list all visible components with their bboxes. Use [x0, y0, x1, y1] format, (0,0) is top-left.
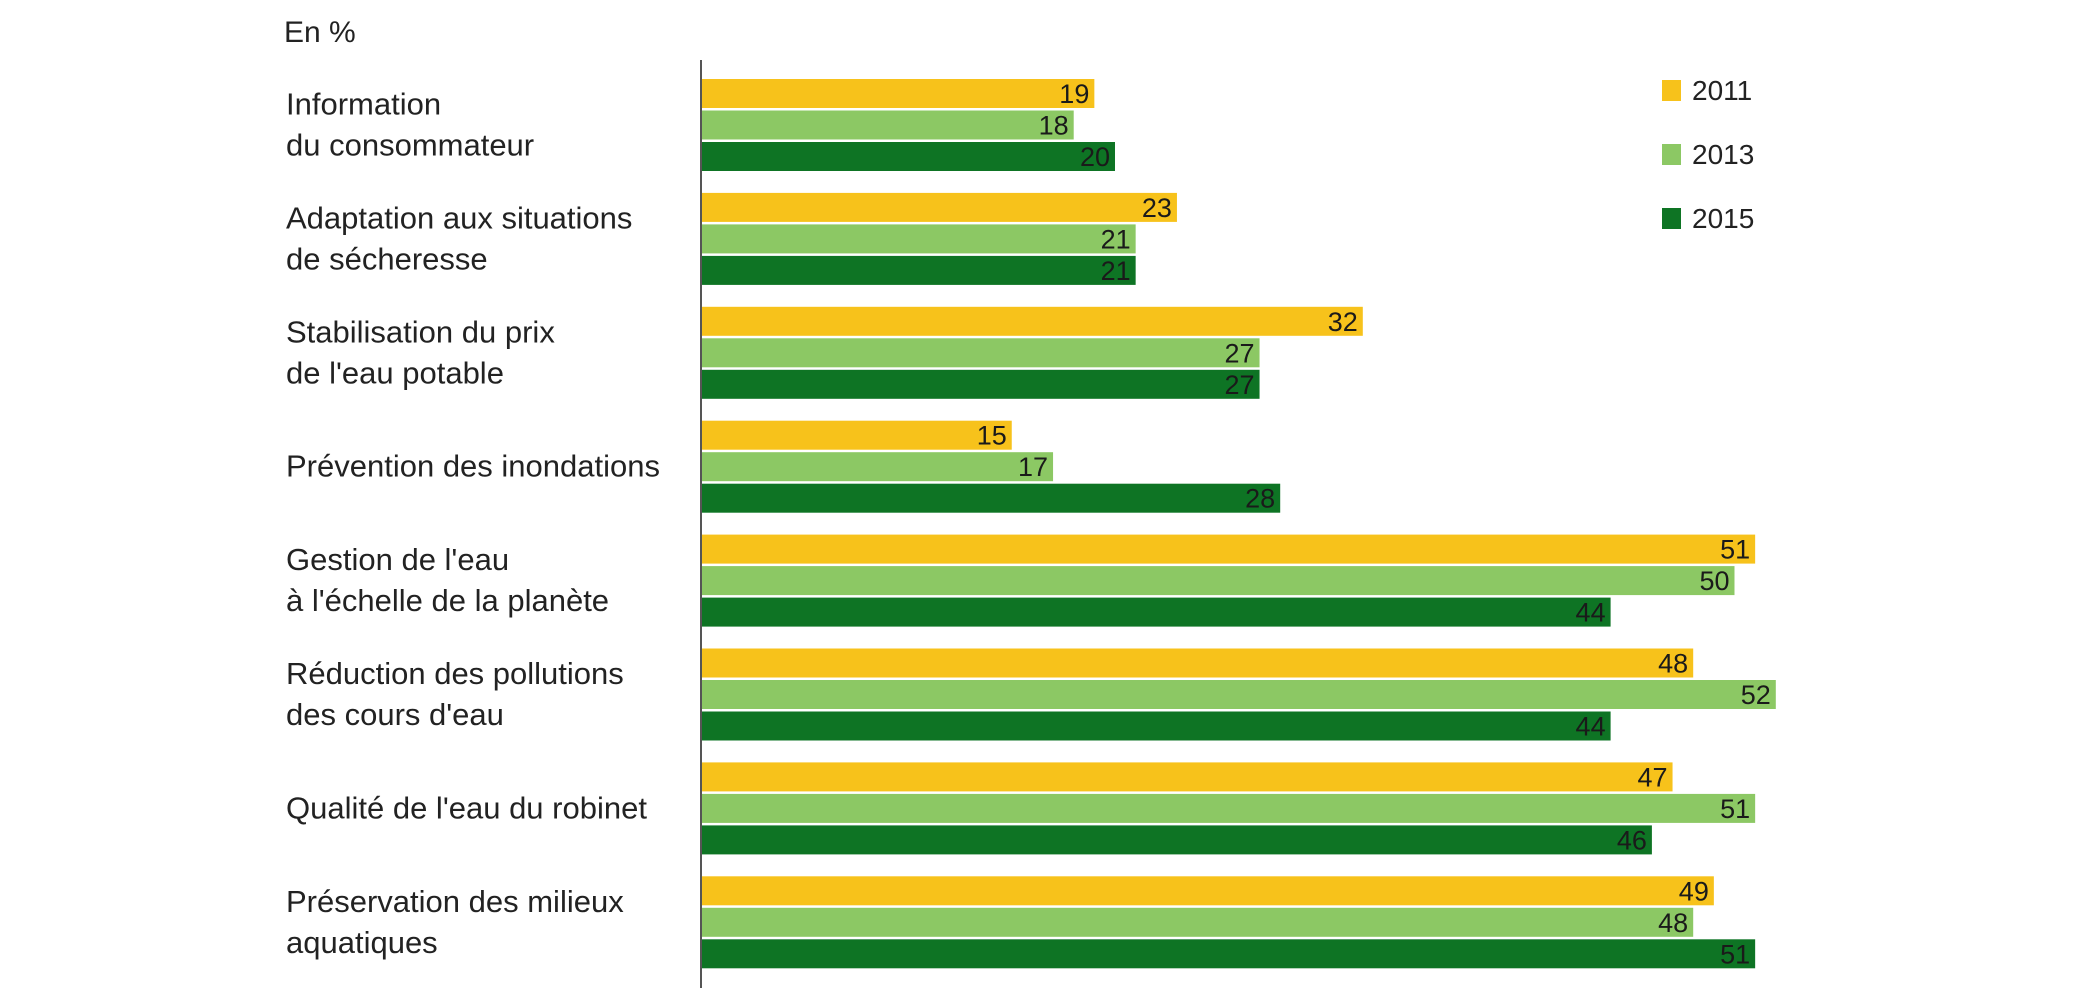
value-label: 21	[1101, 256, 1131, 286]
category-labels: Information du consommateur Adaptation aux…	[286, 87, 660, 960]
value-label: 46	[1617, 825, 1647, 855]
category-label-line: Gestion de l'eau	[286, 542, 509, 577]
value-label: 27	[1225, 370, 1255, 400]
bars-layer	[702, 79, 1776, 969]
value-label: 17	[1018, 452, 1048, 482]
category-label-line: de l'eau potable	[286, 355, 504, 390]
category-label-line: à l'échelle de la planète	[286, 583, 609, 618]
value-label: 27	[1225, 338, 1255, 368]
value-label: 51	[1720, 535, 1750, 565]
category-label-line: de sécheresse	[286, 241, 488, 276]
bar-2011	[702, 420, 1012, 450]
legend-swatch-2011	[1662, 80, 1681, 101]
bar-2015	[702, 825, 1652, 855]
legend-label: 2013	[1692, 139, 1754, 170]
category-label-line: du consommateur	[286, 128, 534, 163]
value-label: 44	[1576, 712, 1606, 742]
category-label-line: des cours d'eau	[286, 697, 504, 732]
value-label: 50	[1699, 566, 1729, 596]
bar-2011	[702, 79, 1095, 108]
bar-2015	[702, 711, 1611, 741]
category-label: Réduction des pollutions des cours d'eau	[286, 656, 624, 732]
bar-2013	[702, 452, 1054, 482]
category-label-line: Réduction des pollutions	[286, 656, 624, 691]
bar-2015	[702, 369, 1260, 399]
legend-label: 2015	[1692, 203, 1754, 234]
bar-2011	[702, 534, 1756, 564]
value-label: 32	[1328, 307, 1358, 337]
category-label: Gestion de l'eau à l'échelle de la planèt…	[286, 542, 609, 618]
legend-swatch-2013	[1662, 144, 1681, 165]
bar-2013	[702, 338, 1260, 368]
category-label: Information du consommateur	[286, 87, 534, 163]
value-label: 48	[1658, 649, 1688, 679]
value-label: 15	[977, 421, 1007, 451]
bar-2013	[702, 110, 1074, 140]
bar-2013	[702, 907, 1694, 937]
bar-2015	[702, 255, 1136, 285]
value-label: 23	[1142, 193, 1172, 223]
legend-label: 2011	[1692, 75, 1752, 106]
bar-2011	[702, 648, 1694, 678]
bar-2013	[702, 793, 1756, 823]
bar-2011	[702, 306, 1363, 336]
category-label-line: Préservation des milieux	[286, 884, 624, 919]
category-label-line: Adaptation aux situations	[286, 200, 632, 235]
category-label: Adaptation aux situations de sécheresse	[286, 200, 632, 276]
category-label: Qualité de l'eau du robinet	[286, 790, 647, 825]
value-label: 28	[1245, 484, 1275, 514]
bar-2011	[702, 762, 1673, 792]
bar-2013	[702, 680, 1776, 709]
bar-2013	[702, 566, 1735, 596]
value-label: 48	[1658, 908, 1688, 938]
legend-swatch-2015	[1662, 208, 1681, 229]
unit-label: En %	[284, 16, 356, 49]
value-label: 47	[1638, 762, 1668, 792]
category-label: Stabilisation du prix de l'eau potable	[286, 314, 555, 390]
bar-2015	[702, 597, 1611, 627]
value-label: 18	[1039, 111, 1069, 141]
bar-2013	[702, 224, 1136, 254]
category-label: Prévention des inondations	[286, 449, 660, 484]
value-label: 19	[1059, 79, 1089, 109]
value-label: 49	[1679, 876, 1709, 906]
category-label-line: aquatiques	[286, 925, 438, 960]
value-label: 51	[1720, 794, 1750, 824]
bar-2011	[702, 192, 1177, 222]
bar-2015	[702, 939, 1756, 969]
value-label: 51	[1720, 939, 1750, 969]
bar-2015	[702, 483, 1281, 513]
value-label: 44	[1576, 598, 1606, 628]
bar-2015	[702, 142, 1115, 171]
category-label-line: Qualité de l'eau du robinet	[286, 790, 647, 825]
value-label: 20	[1080, 142, 1110, 172]
value-label: 21	[1101, 224, 1131, 254]
category-label-line: Information	[286, 87, 441, 122]
category-label-line: Stabilisation du prix	[286, 314, 555, 349]
category-label: Préservation des milieux aquatiques	[286, 884, 624, 960]
value-label: 52	[1741, 680, 1771, 710]
category-label-line: Prévention des inondations	[286, 449, 660, 484]
value-labels: 1918202321213227271517285150444852444751…	[977, 79, 1771, 969]
legend: 2011 2013 2015	[1662, 75, 1754, 234]
bar-2011	[702, 876, 1714, 906]
